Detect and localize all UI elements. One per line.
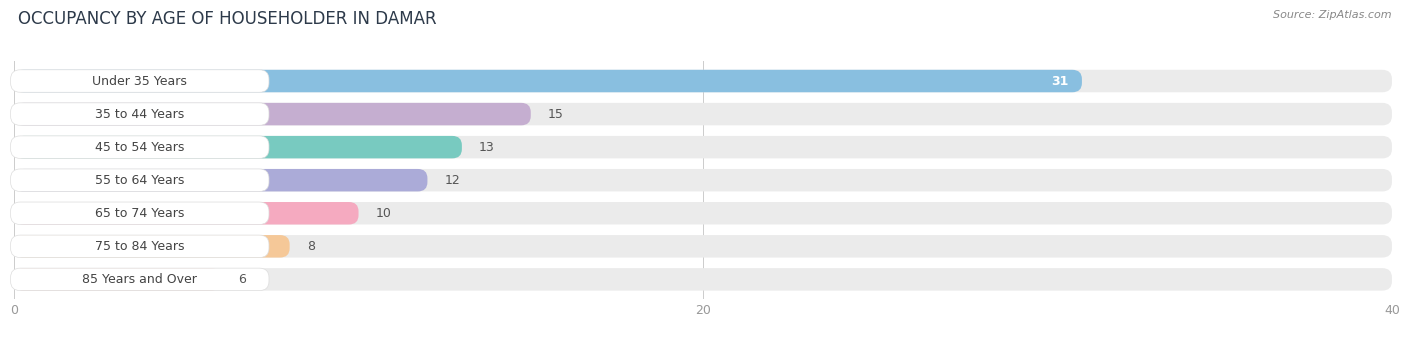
FancyBboxPatch shape — [14, 202, 359, 224]
FancyBboxPatch shape — [14, 103, 531, 125]
FancyBboxPatch shape — [14, 169, 1392, 191]
FancyBboxPatch shape — [14, 235, 290, 258]
FancyBboxPatch shape — [14, 70, 1083, 92]
Text: 6: 6 — [238, 273, 246, 286]
FancyBboxPatch shape — [14, 202, 1392, 224]
FancyBboxPatch shape — [14, 268, 221, 291]
Text: 35 to 44 Years: 35 to 44 Years — [96, 107, 184, 121]
FancyBboxPatch shape — [14, 103, 1392, 125]
FancyBboxPatch shape — [11, 202, 269, 224]
FancyBboxPatch shape — [11, 103, 269, 125]
FancyBboxPatch shape — [14, 235, 1392, 258]
FancyBboxPatch shape — [14, 268, 1392, 291]
FancyBboxPatch shape — [11, 268, 269, 291]
Text: OCCUPANCY BY AGE OF HOUSEHOLDER IN DAMAR: OCCUPANCY BY AGE OF HOUSEHOLDER IN DAMAR — [18, 10, 437, 28]
Text: 75 to 84 Years: 75 to 84 Years — [96, 240, 184, 253]
FancyBboxPatch shape — [11, 169, 269, 191]
Text: 85 Years and Over: 85 Years and Over — [83, 273, 197, 286]
Text: Under 35 Years: Under 35 Years — [93, 74, 187, 87]
Text: Source: ZipAtlas.com: Source: ZipAtlas.com — [1274, 10, 1392, 20]
FancyBboxPatch shape — [14, 169, 427, 191]
FancyBboxPatch shape — [14, 136, 1392, 158]
FancyBboxPatch shape — [14, 136, 463, 158]
Text: 55 to 64 Years: 55 to 64 Years — [96, 174, 184, 187]
Text: 8: 8 — [307, 240, 315, 253]
Text: 45 to 54 Years: 45 to 54 Years — [96, 141, 184, 154]
Text: 15: 15 — [548, 107, 564, 121]
Text: 10: 10 — [375, 207, 392, 220]
FancyBboxPatch shape — [11, 136, 269, 158]
FancyBboxPatch shape — [11, 70, 269, 92]
Text: 31: 31 — [1050, 74, 1069, 87]
Text: 13: 13 — [479, 141, 495, 154]
Text: 65 to 74 Years: 65 to 74 Years — [96, 207, 184, 220]
Text: 12: 12 — [444, 174, 460, 187]
FancyBboxPatch shape — [14, 70, 1392, 92]
FancyBboxPatch shape — [11, 235, 269, 258]
